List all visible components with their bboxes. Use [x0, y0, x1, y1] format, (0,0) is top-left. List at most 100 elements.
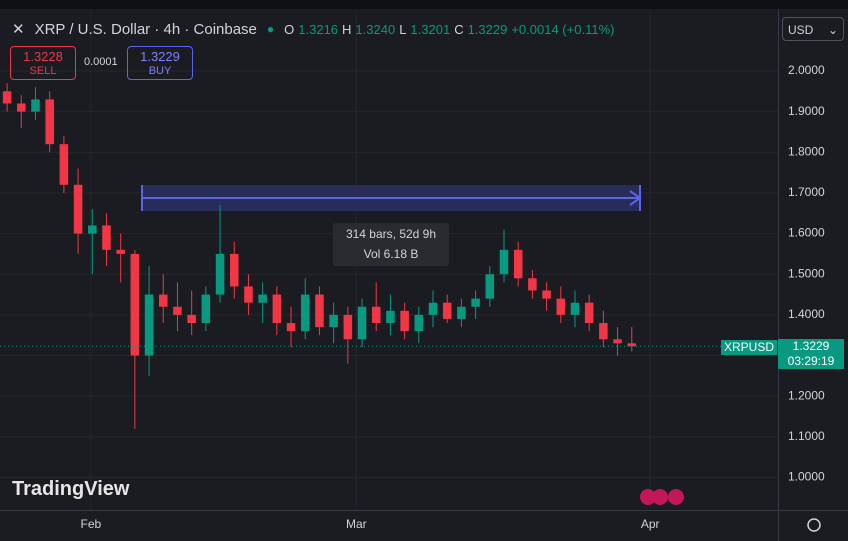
y-tick-label: 1.4000 — [788, 307, 825, 321]
candle-body — [286, 323, 296, 332]
y-tick-label: 1.6000 — [788, 226, 825, 240]
candle-body — [59, 144, 69, 185]
candle-body — [144, 294, 154, 356]
dropdown-caret: ⌄ — [827, 23, 838, 37]
candle-body — [88, 225, 97, 234]
candle-body — [300, 294, 310, 332]
sell-label: SELL — [29, 65, 57, 77]
buy-label: BUY — [148, 65, 172, 77]
status-dot: ● — [266, 22, 275, 36]
candle-body — [215, 253, 225, 295]
candle-body — [201, 294, 211, 324]
candle-body — [159, 294, 168, 307]
spread: 0.0001 — [84, 56, 118, 68]
candle-body — [173, 306, 182, 315]
candle-body — [2, 91, 12, 104]
x-tick-label: Feb — [81, 517, 102, 531]
settings-icon[interactable] — [807, 518, 821, 532]
candle-body — [485, 274, 495, 299]
candle-body — [457, 306, 466, 319]
sell-button[interactable]: 1.3228 SELL — [10, 46, 76, 80]
candle-body — [471, 298, 480, 307]
top-strip — [0, 0, 848, 9]
candle-body — [272, 294, 282, 324]
candle-body — [414, 314, 424, 332]
ohlc-label: C — [454, 21, 464, 37]
price-axis-border — [778, 9, 779, 541]
candle-body — [229, 253, 239, 287]
event-icon[interactable] — [640, 489, 656, 505]
candle-body — [428, 302, 438, 315]
candle-body — [386, 310, 395, 324]
candle-body — [357, 306, 367, 340]
candle-body — [315, 294, 324, 328]
candle-body — [613, 339, 622, 344]
y-tick-label: 1.5000 — [788, 266, 825, 280]
buy-button[interactable]: 1.3229 BUY — [127, 46, 193, 80]
ohlc-label: H — [342, 21, 352, 37]
candle-body — [130, 253, 140, 356]
y-tick-label: 2.0000 — [788, 63, 825, 77]
symbol-tag: XRPUSD — [721, 340, 777, 355]
measure-bars: 314 bars, 52d 9h — [345, 227, 437, 241]
currency-select[interactable]: USD ⌄ — [782, 17, 844, 41]
symbol-title: XRP / U.S. Dollar · 4h · Coinbase — [34, 20, 257, 38]
y-tick-label: 1.2000 — [788, 388, 825, 402]
candle-body — [442, 302, 452, 319]
y-tick-label: 1.9000 — [788, 104, 825, 118]
candle-body — [17, 103, 26, 112]
candle-body — [499, 249, 509, 275]
candle-body — [102, 225, 111, 250]
ohlc-label: O — [284, 21, 295, 37]
y-tick-label: 1.1000 — [788, 429, 825, 443]
candle-body — [45, 99, 54, 145]
watermark: TradingView — [12, 478, 130, 500]
candle-body — [627, 343, 637, 347]
candle-body — [329, 314, 338, 328]
y-tick-label: 1.7000 — [788, 185, 825, 199]
candle-body — [584, 302, 594, 324]
ohlc-value: 1.3240 — [355, 21, 396, 37]
ohlc-value: 1.3216 — [298, 21, 339, 37]
sell-price: 1.3228 — [23, 49, 63, 64]
event-icon[interactable] — [668, 489, 684, 505]
time-axis-border — [0, 510, 848, 511]
price-tag: 1.3229 03:29:19 — [778, 339, 844, 369]
candle-body — [116, 249, 125, 254]
ohlc-value: 1.3229 — [467, 21, 508, 37]
ohlc-label: L — [399, 21, 407, 37]
currency: USD — [788, 23, 814, 37]
y-tick-label: 1.0000 — [788, 470, 825, 484]
measure-volume: Vol 6.18 B — [363, 247, 419, 261]
event-icon[interactable] — [652, 489, 668, 505]
measure-arrowhead — [629, 190, 642, 206]
candle-body — [513, 249, 523, 279]
candle-body — [187, 314, 196, 324]
x-tick-label: Apr — [641, 517, 660, 531]
candle-body — [244, 286, 253, 303]
candle-body — [570, 302, 580, 315]
candle-body — [31, 99, 40, 112]
close-icon[interactable]: ✕ — [12, 21, 25, 38]
candle-body — [400, 310, 409, 332]
price-tag-countdown: 03:29:19 — [787, 354, 835, 368]
buy-price: 1.3229 — [140, 49, 180, 64]
candle-body — [599, 323, 608, 340]
x-tick-label: Mar — [346, 517, 367, 531]
candle-body — [343, 314, 353, 340]
price-tag-price: 1.3229 — [792, 339, 830, 353]
candle-body — [258, 294, 267, 303]
measure-tooltip: 314 bars, 52d 9h Vol 6.18 B — [333, 223, 449, 266]
candle-body — [528, 278, 537, 291]
candles — [0, 83, 778, 429]
candle-body — [73, 184, 83, 234]
y-tick-label: 1.8000 — [788, 144, 825, 158]
candle-body — [556, 298, 566, 315]
change: +0.0014 (+0.11%) — [511, 21, 615, 37]
ohlc-value: 1.3201 — [410, 21, 451, 37]
candle-body — [371, 306, 381, 324]
candle-body — [542, 290, 551, 299]
